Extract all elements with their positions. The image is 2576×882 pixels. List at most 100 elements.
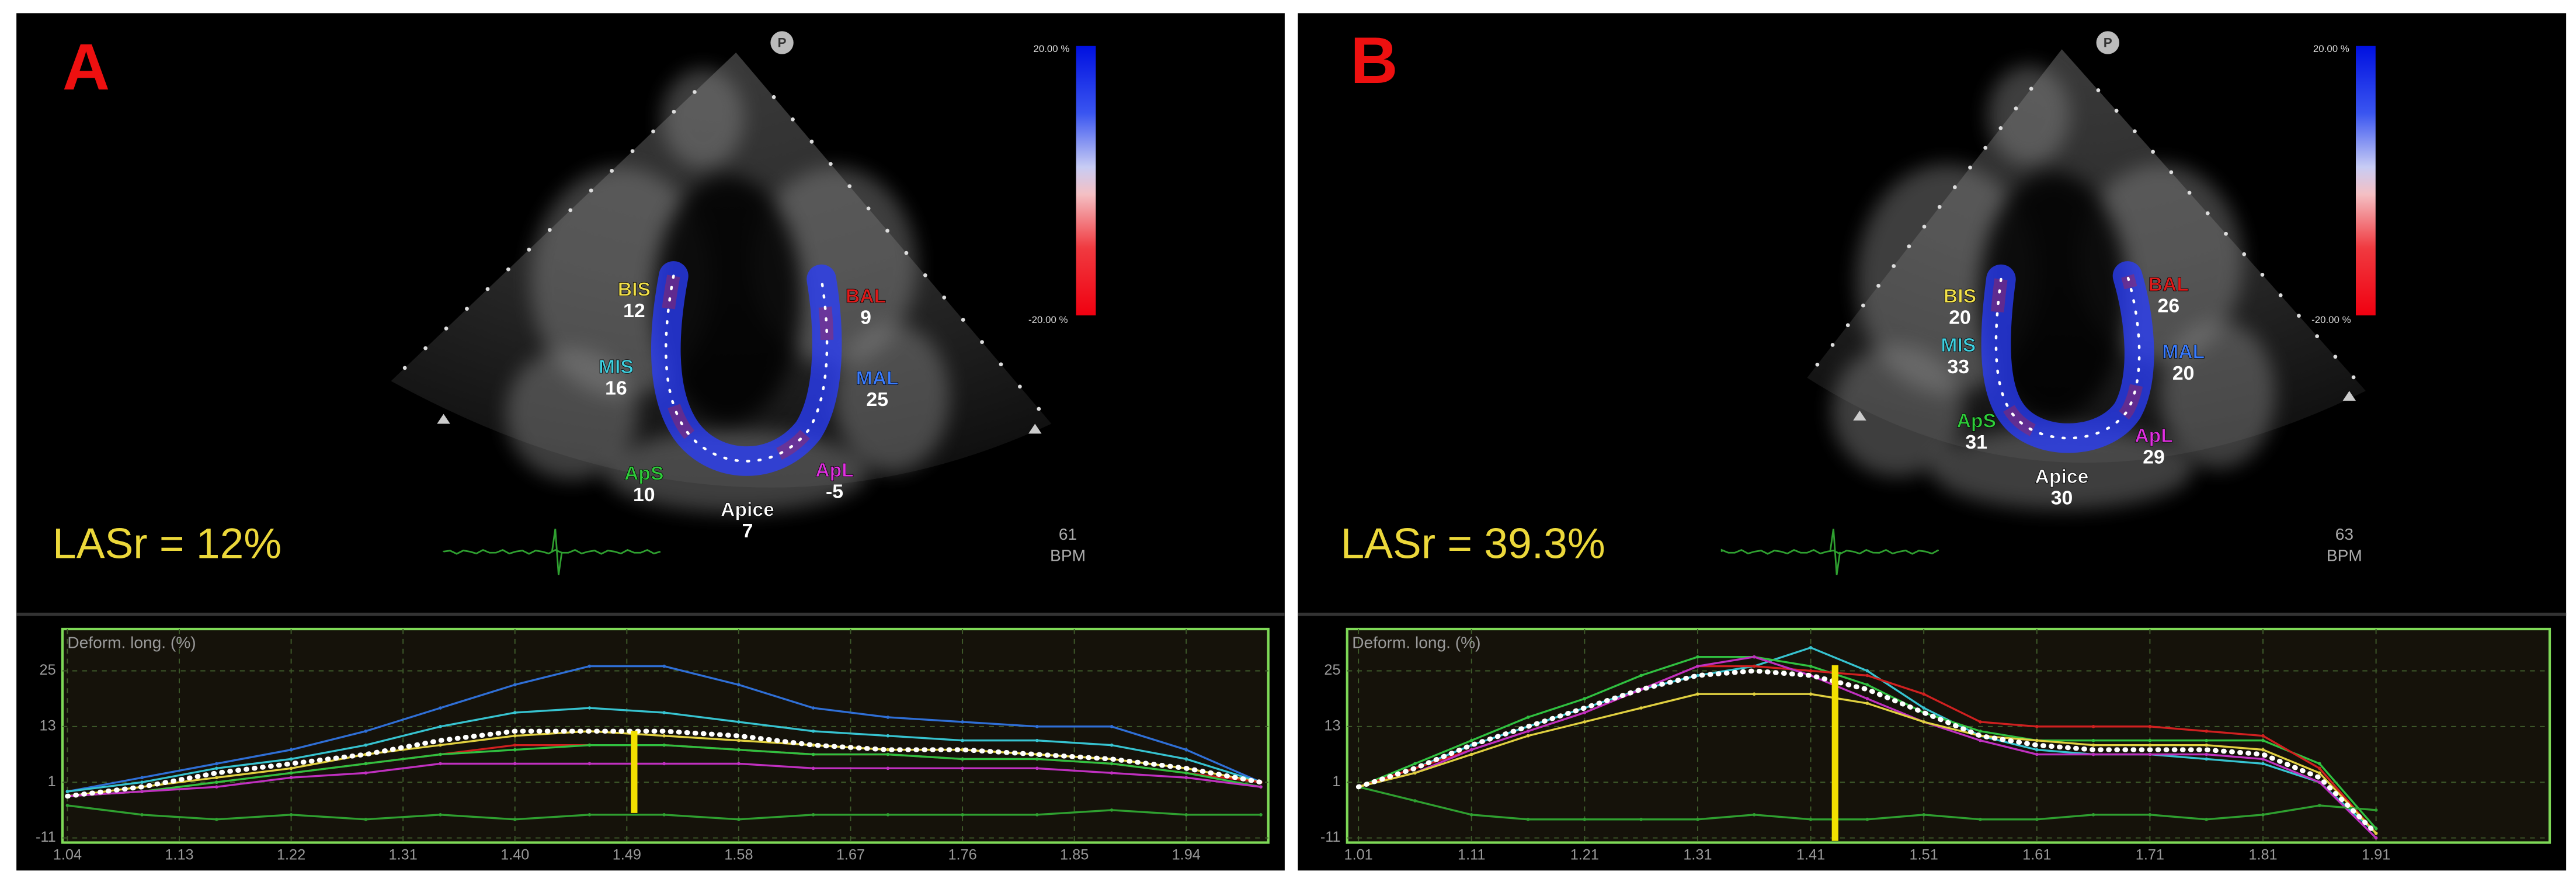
heart-rate: 63 bbox=[2335, 525, 2353, 543]
strain-point bbox=[811, 706, 815, 710]
x-tick-label: 1.13 bbox=[165, 847, 193, 863]
strain-point bbox=[1583, 817, 1587, 821]
strain-point bbox=[2148, 725, 2152, 728]
panel-label: A bbox=[62, 30, 110, 103]
strain-point bbox=[2261, 757, 2265, 761]
strain-point bbox=[1035, 757, 1039, 761]
depth-dot bbox=[1937, 204, 1942, 209]
strain-point bbox=[737, 683, 741, 687]
depth-dot bbox=[2029, 86, 2033, 91]
x-tick-label: 1.11 bbox=[1458, 847, 1485, 863]
strain-point bbox=[737, 748, 741, 752]
strain-point bbox=[737, 762, 741, 766]
depth-dot bbox=[547, 228, 552, 232]
strain-point bbox=[513, 748, 517, 752]
segment-value: 7 bbox=[742, 520, 753, 542]
heart-rate: 61 bbox=[1059, 525, 1077, 543]
segment-value: 25 bbox=[866, 388, 888, 411]
strain-point bbox=[439, 706, 442, 710]
strain-point bbox=[1979, 720, 1982, 724]
echo-tissue bbox=[1930, 427, 2193, 509]
depth-dot bbox=[1968, 165, 1972, 170]
segment-value: 31 bbox=[1965, 431, 1987, 453]
strain-point bbox=[1865, 669, 1869, 673]
strain-point bbox=[1752, 655, 1756, 659]
scale-min: -20.00 % bbox=[2311, 314, 2351, 325]
depth-dot bbox=[980, 340, 984, 345]
segment-name: Apice bbox=[2035, 466, 2089, 488]
strain-point bbox=[2205, 752, 2209, 756]
strain-point bbox=[2374, 836, 2378, 840]
x-tick-label: 1.40 bbox=[500, 847, 529, 863]
depth-dot bbox=[2242, 252, 2247, 256]
strain-point bbox=[886, 716, 890, 719]
strain-point bbox=[811, 766, 815, 770]
depth-dot bbox=[1876, 283, 1880, 288]
depth-dot bbox=[885, 228, 889, 233]
strain-point bbox=[1526, 817, 1530, 821]
strain-point bbox=[513, 734, 517, 738]
segment-value: 30 bbox=[2051, 487, 2073, 509]
depth-dot bbox=[2297, 314, 2301, 318]
strain-curve bbox=[65, 728, 1264, 799]
strain-point bbox=[1413, 771, 1417, 775]
strain-point bbox=[1922, 692, 1925, 696]
strain-point bbox=[2148, 752, 2152, 756]
depth-dot bbox=[999, 362, 1003, 367]
x-tick-label: 1.31 bbox=[1683, 847, 1712, 863]
x-tick-label: 1.51 bbox=[1910, 847, 1938, 863]
x-tick-label: 1.49 bbox=[613, 847, 641, 863]
depth-dot bbox=[1830, 343, 1835, 347]
strain-point bbox=[1526, 716, 1530, 719]
strain-point bbox=[1110, 808, 1114, 812]
depth-dot bbox=[2169, 170, 2174, 175]
x-tick-label: 1.67 bbox=[836, 847, 865, 863]
strain-point bbox=[2261, 813, 2265, 817]
strain-point bbox=[215, 766, 218, 770]
strain-point bbox=[662, 762, 666, 766]
strain-point bbox=[811, 752, 815, 756]
strain-point bbox=[1639, 706, 1643, 710]
strain-point bbox=[1922, 720, 1925, 724]
scale-min: -20.00 % bbox=[1028, 314, 1068, 325]
strain-point bbox=[2091, 738, 2095, 742]
depth-dot bbox=[1815, 362, 1820, 367]
strain-point bbox=[1469, 748, 1473, 752]
sector-marker bbox=[1853, 410, 1866, 421]
strain-point bbox=[2091, 813, 2095, 817]
strain-point bbox=[140, 813, 144, 817]
strain-point bbox=[1922, 813, 1925, 817]
depth-dot bbox=[589, 188, 593, 193]
lasr-value: LASr = 39.3% bbox=[1341, 520, 1605, 568]
strain-point bbox=[1979, 817, 1982, 821]
strain-point bbox=[289, 748, 293, 752]
strain-point bbox=[961, 720, 964, 724]
x-tick-label: 1.81 bbox=[2248, 847, 2277, 863]
strain-point bbox=[587, 664, 592, 668]
echo-tissue bbox=[1831, 345, 1963, 477]
segment-name: MAL bbox=[856, 367, 899, 389]
probe-marker-label: P bbox=[778, 35, 787, 50]
strain-point bbox=[364, 743, 368, 747]
depth-dot bbox=[693, 90, 697, 94]
segment-name: BAL bbox=[846, 285, 886, 307]
strain-point bbox=[1035, 725, 1039, 728]
probe-marker bbox=[2096, 31, 2119, 54]
x-tick-label: 1.31 bbox=[389, 847, 418, 863]
depth-dot bbox=[2205, 211, 2210, 216]
segment-value: 9 bbox=[860, 306, 871, 328]
segment-value: 12 bbox=[623, 300, 645, 322]
strain-point bbox=[1184, 813, 1188, 817]
segment-name: BIS bbox=[618, 279, 651, 301]
x-tick-label: 1.76 bbox=[948, 847, 976, 863]
strain-point bbox=[439, 752, 442, 756]
ecg-trace bbox=[443, 548, 661, 555]
depth-dot bbox=[2333, 355, 2338, 359]
x-tick-label: 1.21 bbox=[1570, 847, 1599, 863]
x-tick-label: 1.04 bbox=[53, 847, 82, 863]
strain-point bbox=[364, 762, 368, 766]
strain-point bbox=[886, 813, 890, 817]
strain-point bbox=[587, 743, 592, 747]
strain-point bbox=[215, 762, 218, 766]
